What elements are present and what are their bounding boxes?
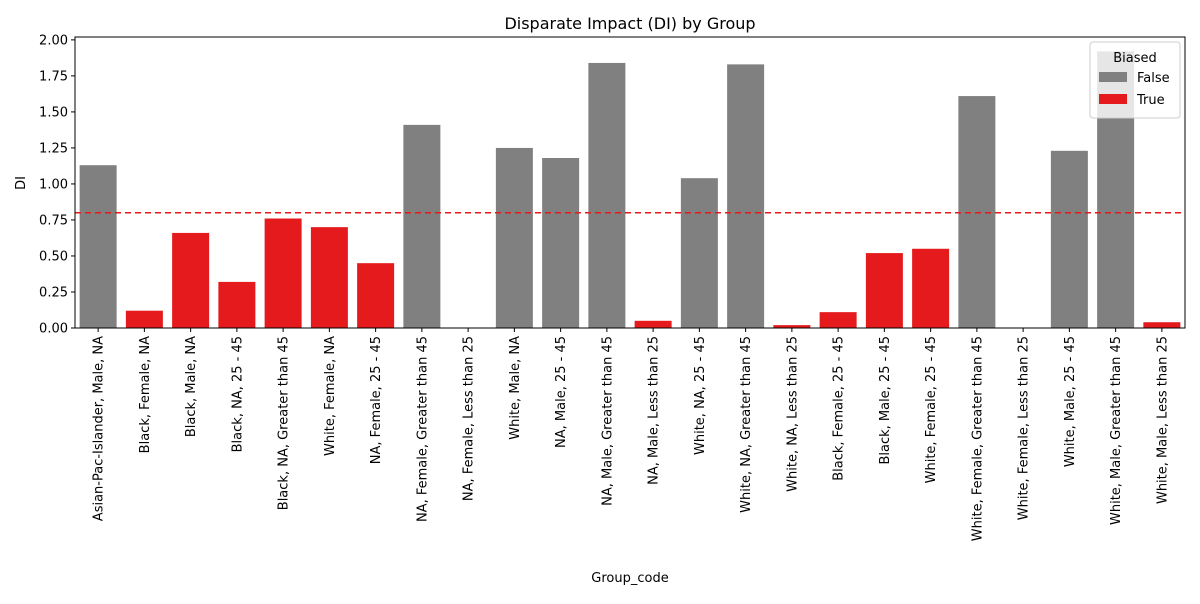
x-tick-label-12: NA, Male, Greater than 45: [600, 336, 615, 506]
x-tick-label-1: Asian-Pac-Islander, Male, NA: [92, 336, 107, 521]
bar-15: [727, 64, 765, 329]
x-tick-label-21: White, Female, Less than 25: [1017, 336, 1032, 520]
x-tick-label-2: Black, Female, NA: [138, 336, 153, 453]
x-tick-label-13: NA, Male, Less than 25: [647, 336, 662, 485]
x-tick-label-22: White, Male, 25 - 45: [1063, 336, 1078, 467]
bar-16: [773, 325, 811, 328]
bar-2: [125, 310, 163, 328]
legend-swatch-true: [1099, 94, 1127, 104]
y-tick-label-3: 0.75: [39, 213, 68, 228]
x-tick-label-23: White, Male, Greater than 45: [1109, 336, 1124, 525]
x-tick-label-14: White, NA, 25 - 45: [693, 336, 708, 455]
bar-6: [310, 227, 348, 328]
x-tick-label-6: White, Female, NA: [323, 336, 338, 456]
bar-1: [79, 165, 117, 328]
x-tick-label-5: Black, NA, Greater than 45: [277, 336, 292, 510]
x-tick-label-9: NA, Female, Less than 25: [462, 336, 477, 501]
legend-title: Biased: [1113, 51, 1157, 66]
bar-13: [634, 320, 672, 328]
y-axis: 0.00 0.25 0.50 0.75 1.00 1.25 1.50 1.75 2.00: [39, 33, 75, 337]
y-tick-label-0: 0.00: [39, 322, 68, 337]
bar-24: [1143, 322, 1181, 328]
bar-5: [264, 218, 302, 328]
x-tick-label-24: White, Male, Less than 25: [1155, 336, 1170, 504]
bar-8: [403, 124, 441, 328]
bar-22: [1050, 150, 1088, 328]
x-axis-label: Group_code: [591, 571, 668, 586]
bar-3: [172, 232, 210, 328]
y-axis-label: DI: [14, 176, 29, 190]
legend-label-false: False: [1137, 71, 1170, 86]
y-tick-label-4: 1.00: [39, 177, 68, 192]
bar-19: [912, 248, 950, 328]
y-tick-label-8: 2.00: [39, 33, 68, 48]
x-tick-label-17: Black, Female, 25 - 45: [832, 336, 847, 481]
bar-7: [357, 263, 395, 328]
bar-4: [218, 281, 256, 328]
x-tick-label-3: Black, Male, NA: [184, 336, 199, 437]
x-tick-label-7: NA, Female, 25 - 45: [369, 336, 384, 464]
bar-18: [865, 253, 903, 328]
x-axis: Asian-Pac-Islander, Male, NA Black, Femal…: [92, 328, 1170, 541]
legend-label-true: True: [1136, 93, 1165, 108]
x-tick-label-16: White, NA, Less than 25: [785, 336, 800, 492]
bar-11: [542, 158, 580, 328]
bar-17: [819, 312, 857, 328]
x-tick-label-15: White, NA, Greater than 45: [739, 336, 754, 513]
y-tick-label-6: 1.50: [39, 105, 68, 120]
y-tick-label-7: 1.75: [39, 69, 68, 84]
bar-10: [495, 147, 533, 328]
chart-title: Disparate Impact (DI) by Group: [504, 14, 755, 33]
bar-12: [588, 62, 626, 328]
x-tick-label-19: White, Female, 25 - 45: [924, 336, 939, 483]
x-tick-label-20: White, Female, Greater than 45: [970, 336, 985, 541]
x-tick-label-18: Black, Male, 25 - 45: [878, 336, 893, 465]
y-tick-label-2: 0.50: [39, 249, 68, 264]
y-tick-label-5: 1.25: [39, 141, 68, 156]
bar-14: [680, 178, 718, 328]
legend-swatch-false: [1099, 72, 1127, 82]
x-tick-label-4: Black, NA, 25 - 45: [230, 336, 245, 452]
bars-group: [79, 51, 1181, 329]
x-tick-label-11: NA, Male, 25 - 45: [554, 336, 569, 448]
x-tick-label-8: NA, Female, Greater than 45: [415, 336, 430, 522]
y-tick-label-1: 0.25: [39, 285, 68, 300]
plot-frame: [74, 36, 1186, 329]
legend: Biased False True: [1089, 41, 1181, 119]
x-tick-label-10: White, Male, NA: [508, 336, 523, 440]
